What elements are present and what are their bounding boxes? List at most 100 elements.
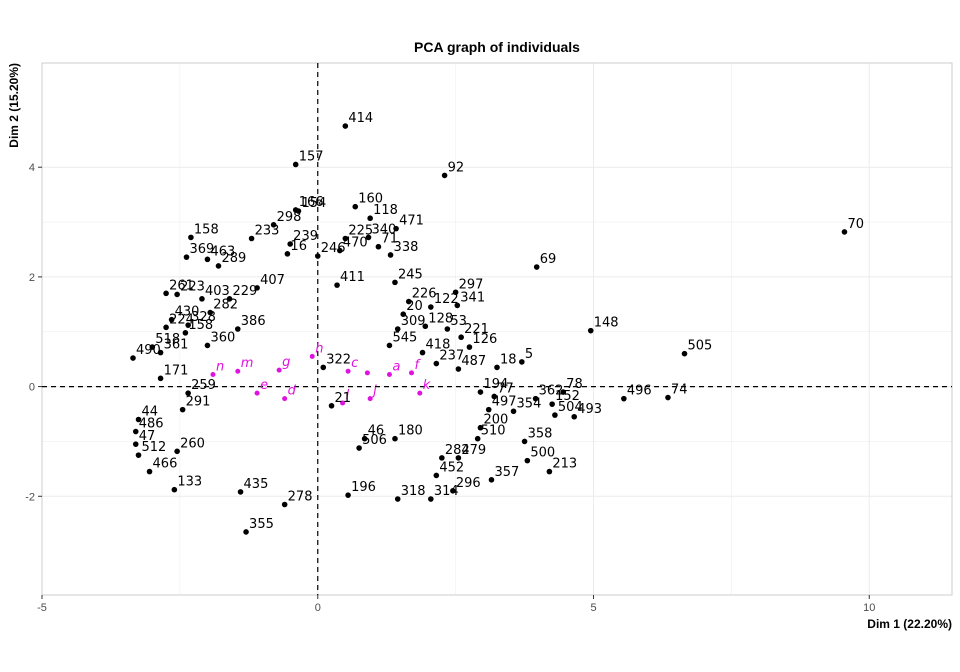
data-point xyxy=(665,394,671,401)
data-point xyxy=(439,455,445,461)
point-label: 196 xyxy=(351,480,376,495)
data-point xyxy=(328,402,335,409)
supplementary-points: n m g h e d c a fk j l xyxy=(210,341,431,406)
point-label: 260 xyxy=(180,436,205,451)
point-label: 154 xyxy=(301,196,326,211)
point-label: 78 xyxy=(566,377,583,392)
data-point xyxy=(466,344,473,350)
data-point xyxy=(295,208,302,214)
point-label: 411 xyxy=(340,270,365,285)
point-label: 435 xyxy=(244,477,269,492)
data-point xyxy=(281,501,288,508)
point-label: 21 xyxy=(335,391,352,406)
point-label: 223 xyxy=(180,279,205,294)
data-point xyxy=(287,241,293,247)
point-label: 291 xyxy=(186,395,211,410)
data-point xyxy=(400,311,407,317)
supplementary-point xyxy=(409,370,415,376)
supplementary-point xyxy=(210,372,216,378)
point-label: 157 xyxy=(299,149,324,164)
data-point xyxy=(352,203,359,210)
point-label: 314 xyxy=(434,484,459,499)
data-point xyxy=(320,364,327,371)
data-point xyxy=(386,342,393,349)
y-tick-label: 2 xyxy=(29,272,35,284)
point-label: 506 xyxy=(362,433,387,448)
data-point xyxy=(199,296,205,302)
point-label: 360 xyxy=(210,330,235,345)
point-label: 118 xyxy=(373,203,398,218)
supplementary-point-label: n xyxy=(216,360,224,375)
point-label: 282 xyxy=(213,298,238,313)
data-point xyxy=(532,395,539,402)
data-point xyxy=(450,487,456,494)
data-point xyxy=(455,366,462,372)
data-point xyxy=(356,445,362,451)
data-point xyxy=(226,296,233,302)
point-label: 278 xyxy=(288,490,313,505)
x-tick-label: -5 xyxy=(37,602,47,614)
point-label: 225 xyxy=(348,224,373,239)
data-point xyxy=(174,291,180,298)
data-point xyxy=(185,322,191,328)
point-label: 5 xyxy=(525,347,533,362)
point-label: 18 xyxy=(500,352,517,367)
data-point xyxy=(477,424,484,431)
point-label: 471 xyxy=(399,214,424,229)
data-point xyxy=(254,285,260,291)
supplementary-point xyxy=(340,400,346,406)
point-label: 160 xyxy=(358,192,383,207)
point-label: 92 xyxy=(448,160,465,175)
supplementary-point xyxy=(417,390,423,396)
point-label: 289 xyxy=(221,251,246,266)
point-label: 545 xyxy=(392,330,417,345)
point-label: 361 xyxy=(164,338,189,353)
data-point xyxy=(452,289,459,296)
data-point xyxy=(394,496,401,502)
data-point xyxy=(130,355,136,361)
data-point xyxy=(185,390,191,396)
x-tick-label: 10 xyxy=(863,602,875,614)
chart-title: PCA graph of individuals xyxy=(414,39,580,55)
supplementary-point xyxy=(364,370,370,376)
data-point xyxy=(270,221,277,228)
point-label: 407 xyxy=(260,273,285,288)
point-label: 355 xyxy=(249,517,274,532)
data-point xyxy=(157,375,164,382)
point-label: 221 xyxy=(464,322,489,337)
data-point xyxy=(433,472,440,479)
point-label: 20 xyxy=(406,299,423,314)
point-label: 259 xyxy=(191,378,216,393)
data-point xyxy=(171,486,178,493)
data-point xyxy=(237,489,244,495)
point-label: 44 xyxy=(142,404,159,419)
data-point xyxy=(183,254,190,260)
data-point xyxy=(284,251,291,257)
point-label: 504 xyxy=(558,400,583,415)
data-point xyxy=(375,243,382,250)
data-point xyxy=(342,235,349,242)
y-axis-title: Dim 2 (15.20%) xyxy=(7,63,21,148)
data-point xyxy=(168,316,175,323)
data-point xyxy=(179,406,186,413)
point-label: 386 xyxy=(241,314,266,329)
point-label: 298 xyxy=(277,210,302,225)
data-point xyxy=(485,406,492,413)
supplementary-point xyxy=(276,367,282,373)
point-label: 358 xyxy=(528,426,553,441)
data-point xyxy=(405,298,412,305)
data-point xyxy=(552,412,558,418)
data-point xyxy=(132,428,139,435)
point-label: 496 xyxy=(627,384,652,399)
supplementary-point xyxy=(386,372,392,378)
data-point xyxy=(428,496,434,502)
grid-lines xyxy=(41,63,952,595)
point-label: 430 xyxy=(175,305,200,320)
data-point xyxy=(494,364,500,371)
point-label: 233 xyxy=(255,224,280,239)
data-point xyxy=(681,350,688,357)
data-point xyxy=(519,359,525,365)
data-point xyxy=(510,408,517,415)
